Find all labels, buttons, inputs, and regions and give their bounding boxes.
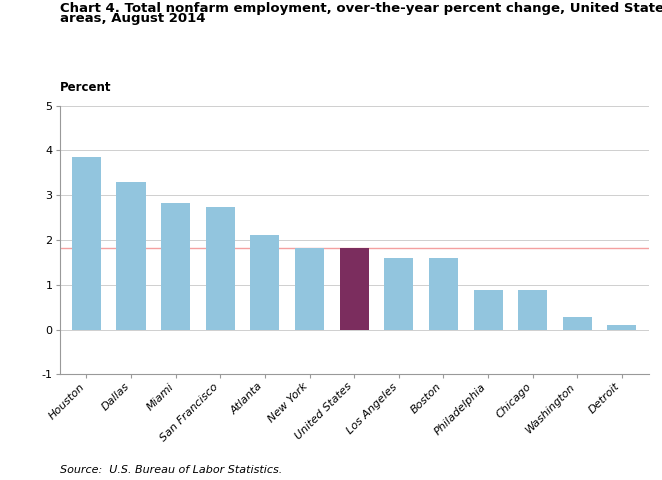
Bar xyxy=(608,325,636,330)
Bar xyxy=(161,203,190,330)
Bar xyxy=(518,290,547,330)
Bar xyxy=(473,290,502,330)
Bar xyxy=(72,157,101,330)
Bar xyxy=(429,258,458,330)
Bar xyxy=(250,235,279,330)
Text: Chart 4. Total nonfarm employment, over-the-year percent change, United States a: Chart 4. Total nonfarm employment, over-… xyxy=(60,2,662,15)
Bar xyxy=(295,248,324,330)
Bar xyxy=(340,248,369,330)
Text: areas, August 2014: areas, August 2014 xyxy=(60,12,205,25)
Bar xyxy=(117,182,146,330)
Text: Source:  U.S. Bureau of Labor Statistics.: Source: U.S. Bureau of Labor Statistics. xyxy=(60,465,282,475)
Bar xyxy=(563,317,592,330)
Bar xyxy=(206,207,235,330)
Bar xyxy=(385,258,413,330)
Text: Percent: Percent xyxy=(60,81,111,94)
